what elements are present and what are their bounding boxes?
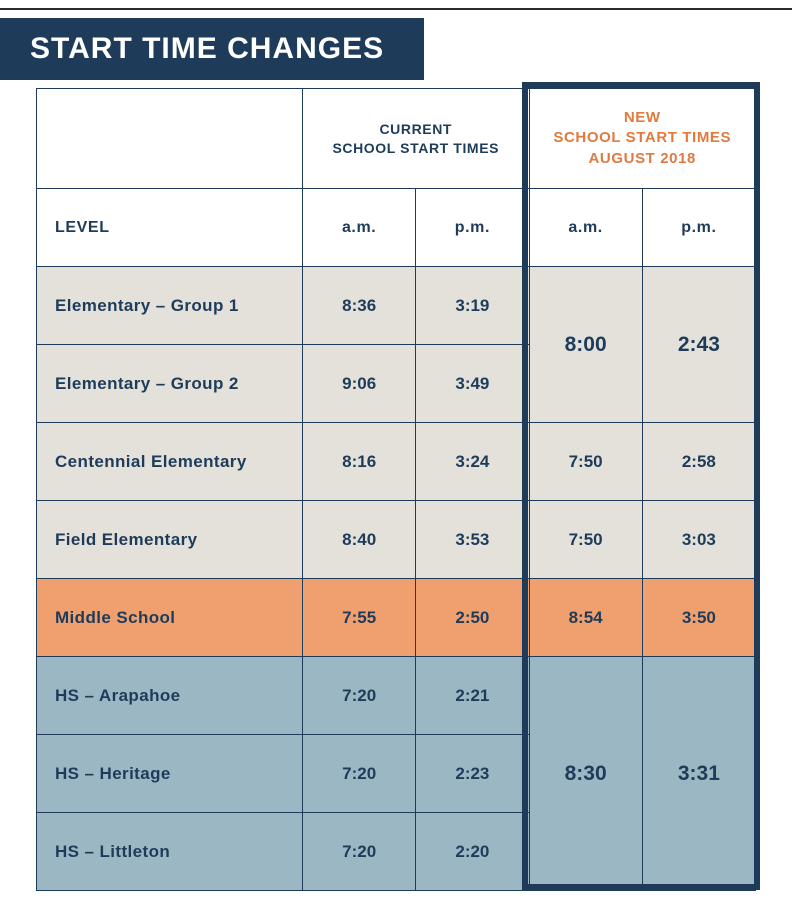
schedule-table: CURRENT SCHOOL START TIMES NEW SCHOOL ST… bbox=[36, 88, 756, 891]
level-label: HS – Arapahoe bbox=[37, 657, 303, 735]
table-row: HS – Arapahoe7:202:218:303:31 bbox=[37, 657, 756, 735]
new-am: 8:54 bbox=[529, 579, 642, 657]
header-new-pm: p.m. bbox=[642, 189, 755, 267]
schedule-table-card: CURRENT SCHOOL START TIMES NEW SCHOOL ST… bbox=[36, 88, 756, 884]
current-am: 8:36 bbox=[303, 267, 416, 345]
table-header-group-row: CURRENT SCHOOL START TIMES NEW SCHOOL ST… bbox=[37, 89, 756, 189]
new-am: 7:50 bbox=[529, 501, 642, 579]
table-row: Field Elementary8:403:537:503:03 bbox=[37, 501, 756, 579]
current-am: 7:55 bbox=[303, 579, 416, 657]
table-header-sub-row: LEVEL a.m. p.m. a.m. p.m. bbox=[37, 189, 756, 267]
new-am: 7:50 bbox=[529, 423, 642, 501]
header-current-am: a.m. bbox=[303, 189, 416, 267]
header-level: LEVEL bbox=[37, 189, 303, 267]
level-label: Centennial Elementary bbox=[37, 423, 303, 501]
level-label: Elementary – Group 1 bbox=[37, 267, 303, 345]
current-am: 7:20 bbox=[303, 657, 416, 735]
current-am: 7:20 bbox=[303, 735, 416, 813]
header-current: CURRENT SCHOOL START TIMES bbox=[303, 89, 529, 189]
level-label: Field Elementary bbox=[37, 501, 303, 579]
current-am: 8:16 bbox=[303, 423, 416, 501]
new-pm: 3:03 bbox=[642, 501, 755, 579]
table-row: Centennial Elementary8:163:247:502:58 bbox=[37, 423, 756, 501]
header-empty bbox=[37, 89, 303, 189]
level-label: Elementary – Group 2 bbox=[37, 345, 303, 423]
top-rule bbox=[0, 8, 792, 10]
new-pm: 3:50 bbox=[642, 579, 755, 657]
current-pm: 2:50 bbox=[416, 579, 529, 657]
current-am: 7:20 bbox=[303, 813, 416, 891]
level-label: Middle School bbox=[37, 579, 303, 657]
header-new: NEW SCHOOL START TIMES AUGUST 2018 bbox=[529, 89, 756, 189]
new-pm: 2:58 bbox=[642, 423, 755, 501]
new-pm: 2:43 bbox=[642, 267, 755, 423]
current-pm: 2:20 bbox=[416, 813, 529, 891]
current-pm: 2:21 bbox=[416, 657, 529, 735]
table-row: Elementary – Group 18:363:198:002:43 bbox=[37, 267, 756, 345]
current-pm: 3:53 bbox=[416, 501, 529, 579]
page-title: START TIME CHANGES bbox=[0, 18, 424, 80]
header-new-am: a.m. bbox=[529, 189, 642, 267]
new-am: 8:00 bbox=[529, 267, 642, 423]
current-am: 8:40 bbox=[303, 501, 416, 579]
table-body: Elementary – Group 18:363:198:002:43Elem… bbox=[37, 267, 756, 891]
table-row: Middle School7:552:508:543:50 bbox=[37, 579, 756, 657]
current-pm: 3:24 bbox=[416, 423, 529, 501]
level-label: HS – Littleton bbox=[37, 813, 303, 891]
current-pm: 3:19 bbox=[416, 267, 529, 345]
new-am: 8:30 bbox=[529, 657, 642, 891]
current-pm: 2:23 bbox=[416, 735, 529, 813]
current-pm: 3:49 bbox=[416, 345, 529, 423]
level-label: HS – Heritage bbox=[37, 735, 303, 813]
new-pm: 3:31 bbox=[642, 657, 755, 891]
header-current-pm: p.m. bbox=[416, 189, 529, 267]
current-am: 9:06 bbox=[303, 345, 416, 423]
